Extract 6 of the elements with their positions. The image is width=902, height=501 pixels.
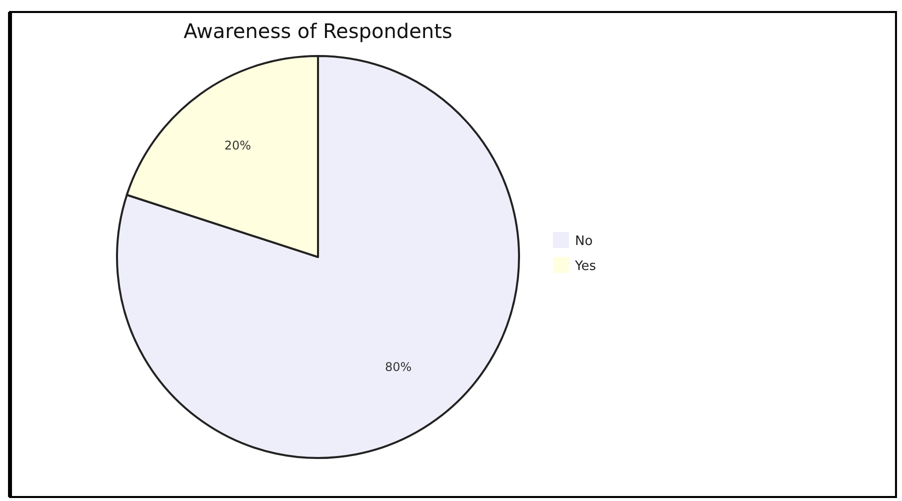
pie-slice xyxy=(116,55,520,459)
legend-label: Yes xyxy=(574,259,596,274)
data-label: 80% xyxy=(385,360,412,374)
legend-label: No xyxy=(575,234,593,249)
chart-title: Awareness of Respondents xyxy=(184,19,452,43)
data-label: 20% xyxy=(224,138,251,153)
